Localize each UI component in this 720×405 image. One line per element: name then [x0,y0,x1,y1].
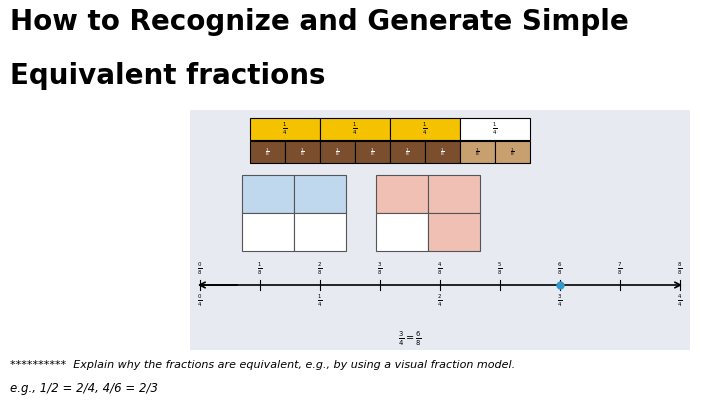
Text: $\frac{1}{4}$: $\frac{1}{4}$ [318,293,323,309]
Bar [294,175,346,213]
Bar [242,175,294,213]
Text: $\frac{8}{8}$: $\frac{8}{8}$ [678,261,683,277]
Bar [250,118,320,140]
Text: $\frac{1}{8}$: $\frac{1}{8}$ [510,146,515,158]
Text: $\frac{1}{8}$: $\frac{1}{8}$ [257,261,263,277]
Bar [320,118,390,140]
Text: $\frac{1}{8}$: $\frac{1}{8}$ [335,146,340,158]
Text: $\frac{1}{8}$: $\frac{1}{8}$ [440,146,445,158]
Bar [460,118,530,140]
Text: $\frac{1}{4}$: $\frac{1}{4}$ [282,121,288,137]
Bar [320,141,355,163]
Bar [495,141,530,163]
Bar [390,118,460,140]
Text: $\frac{1}{8}$: $\frac{1}{8}$ [405,146,410,158]
Bar [242,213,294,251]
Text: $\frac{1}{8}$: $\frac{1}{8}$ [475,146,480,158]
Text: $\frac{3}{8}$: $\frac{3}{8}$ [377,261,383,277]
Bar [294,213,346,251]
Text: $\frac{6}{8}$: $\frac{6}{8}$ [557,261,563,277]
Bar [355,141,390,163]
Text: $\frac{1}{8}$: $\frac{1}{8}$ [265,146,270,158]
Bar [428,213,480,251]
Text: How to Recognize and Generate Simple: How to Recognize and Generate Simple [10,8,629,36]
Bar [460,141,495,163]
Text: $\frac{1}{4}$: $\frac{1}{4}$ [352,121,358,137]
Text: $\frac{2}{4}$: $\frac{2}{4}$ [437,293,443,309]
Text: $\frac{7}{8}$: $\frac{7}{8}$ [617,261,623,277]
Text: $\frac{1}{4}$: $\frac{1}{4}$ [492,121,498,137]
Text: $\frac{2}{8}$: $\frac{2}{8}$ [318,261,323,277]
Text: $\frac{4}{8}$: $\frac{4}{8}$ [437,261,443,277]
Bar [376,175,428,213]
Bar [285,141,320,163]
Text: $\frac{1}{8}$: $\frac{1}{8}$ [300,146,305,158]
Text: $\frac{0}{4}$: $\frac{0}{4}$ [197,293,203,309]
Bar [425,141,460,163]
Text: $\frac{4}{4}$: $\frac{4}{4}$ [678,293,683,309]
Bar [428,175,480,213]
Bar [390,141,425,163]
Text: $\frac{3}{4} = \frac{6}{8}$: $\frac{3}{4} = \frac{6}{8}$ [398,330,422,348]
Text: $\frac{1}{4}$: $\frac{1}{4}$ [423,121,428,137]
Bar [190,110,690,350]
Text: $\frac{5}{8}$: $\frac{5}{8}$ [498,261,503,277]
Text: **********  Explain why the fractions are equivalent, e.g., by using a visual fr: ********** Explain why the fractions are… [10,360,515,370]
Bar [376,213,428,251]
Bar [250,141,285,163]
Text: $\frac{1}{8}$: $\frac{1}{8}$ [370,146,375,158]
Text: $\frac{0}{8}$: $\frac{0}{8}$ [197,261,203,277]
Text: e.g., 1/2 = 2/4, 4/6 = 2/3: e.g., 1/2 = 2/4, 4/6 = 2/3 [10,382,158,395]
Text: $\frac{3}{4}$: $\frac{3}{4}$ [557,293,563,309]
Text: Equivalent fractions: Equivalent fractions [10,62,325,90]
